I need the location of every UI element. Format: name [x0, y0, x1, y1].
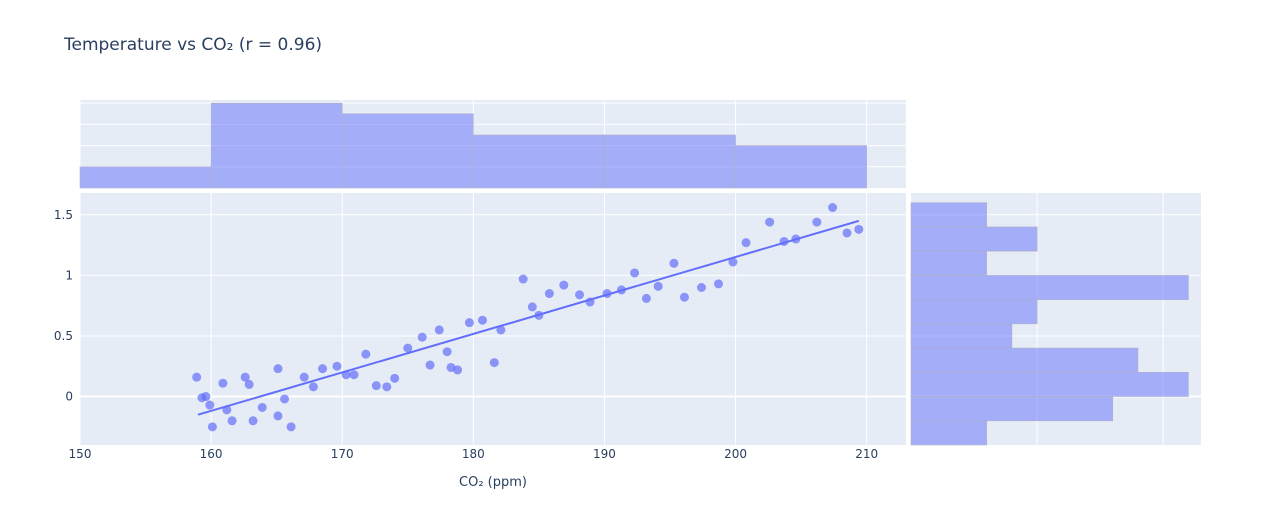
x-histogram-bars: [79, 102, 867, 189]
scatter-point: [765, 217, 775, 227]
scatter-point: [641, 293, 651, 303]
scatter-point: [371, 381, 381, 391]
scatter-point: [812, 217, 822, 227]
scatter-point: [286, 422, 296, 432]
y-histogram-bar: [910, 396, 1114, 422]
scatter-point: [318, 364, 328, 374]
scatter-plot: 150 160 170 180 190 200 210 0 0.5 1 1.5 CO₂ (ppm): [54, 193, 906, 490]
scatter-point: [248, 416, 258, 426]
scatter-point: [273, 364, 283, 374]
scatter-point: [205, 400, 215, 410]
scatter-point: [679, 292, 689, 302]
scatter-point: [390, 373, 400, 383]
y-tick-labels: 0 0.5 1 1.5: [54, 208, 73, 404]
scatter-point: [273, 411, 283, 421]
scatter-point: [714, 279, 724, 289]
scatter-point: [308, 382, 318, 392]
x-histogram-bar: [79, 166, 212, 189]
y-tick-label: 0: [65, 390, 73, 404]
scatter-point: [518, 274, 528, 284]
scatter-point: [382, 382, 392, 392]
scatter-point: [489, 358, 499, 368]
scatter-point: [478, 315, 488, 325]
y-histogram-bar: [910, 202, 987, 228]
scatter-grid: [79, 193, 906, 445]
scatter-point: [496, 325, 506, 335]
scatter-point: [696, 283, 706, 292]
scatter-point: [653, 281, 663, 291]
x-axis-title: CO₂ (ppm): [459, 475, 527, 490]
scatter-point: [403, 343, 413, 353]
scatter-point: [425, 360, 435, 370]
scatter-point: [207, 422, 217, 432]
scatter-point: [227, 416, 237, 426]
scatter-background: [80, 193, 906, 445]
scatter-point: [244, 379, 254, 389]
scatter-point: [842, 228, 852, 238]
y-tick-label: 0.5: [54, 329, 73, 343]
y-histogram-bar: [910, 275, 1189, 300]
trend-line-group: [197, 219, 860, 416]
scatter-point: [854, 224, 864, 234]
scatter-point: [240, 372, 250, 382]
y-histogram-bar: [910, 299, 1038, 325]
scatter-point: [544, 289, 554, 299]
scatter-point: [741, 238, 751, 248]
x-tick-label: 170: [331, 447, 354, 461]
y-histogram-bar: [910, 226, 1038, 252]
chart-title: Temperature vs CO₂ (r = 0.96): [63, 35, 322, 55]
y-histogram-bar: [910, 347, 1139, 373]
x-tick-label: 150: [69, 447, 92, 461]
scatter-point: [349, 370, 359, 380]
x-tick-label: 190: [593, 447, 616, 461]
y-tick-label: 1.5: [54, 208, 73, 222]
scatter-point: [361, 349, 371, 359]
x-tick-label: 200: [724, 447, 747, 461]
scatter-point: [575, 290, 585, 300]
scatter-point: [192, 372, 202, 382]
y-histogram-bars: [910, 202, 1189, 446]
scatter-point: [218, 378, 228, 388]
scatter-points: [192, 203, 864, 432]
scatter-point: [728, 257, 738, 267]
y-histogram-bar: [910, 323, 1013, 349]
scatter-point: [453, 365, 463, 375]
scatter-point: [828, 203, 838, 213]
x-histogram-bar: [210, 102, 343, 189]
x-histogram-bar: [604, 134, 736, 189]
x-histogram-bar: [735, 145, 867, 189]
x-tick-label: 160: [200, 447, 223, 461]
scatter-point: [417, 332, 427, 342]
x-marginal-histogram: [79, 100, 906, 189]
scatter-point: [332, 361, 342, 371]
scatter-point: [299, 372, 309, 382]
scatter-point: [559, 280, 569, 290]
x-histogram-bar: [341, 113, 474, 189]
x-tick-label: 180: [462, 447, 485, 461]
y-tick-label: 1: [65, 268, 73, 282]
scatter-point: [669, 258, 679, 268]
scatter-point: [434, 325, 444, 335]
y-histogram-bar: [910, 372, 1189, 397]
scatter-point: [280, 394, 290, 404]
scatter-point: [442, 347, 452, 357]
y-marginal-histogram: [910, 193, 1201, 446]
scatter-point: [527, 302, 537, 312]
scatter-point: [201, 392, 211, 402]
scatter-point: [257, 402, 267, 412]
trend-line: [197, 219, 860, 416]
scatter-point: [464, 318, 474, 328]
y-histogram-bar: [910, 420, 987, 446]
x-histogram-bar: [473, 134, 605, 189]
y-histogram-bar: [910, 250, 987, 276]
x-tick-label: 210: [855, 447, 878, 461]
scatter-point: [630, 268, 640, 278]
x-tick-labels: 150 160 170 180 190 200 210: [69, 447, 879, 461]
